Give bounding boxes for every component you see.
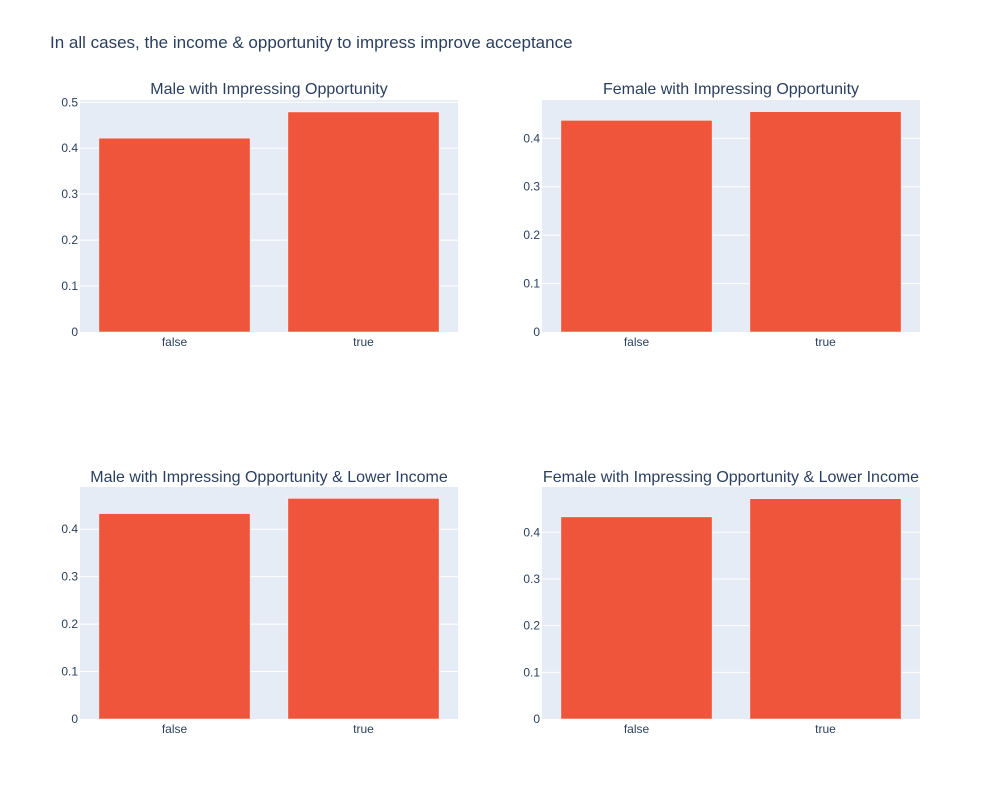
y-tick-label: 0.3 <box>523 180 540 194</box>
bar-true[interactable] <box>749 498 902 720</box>
subplot-4: 0 0.1 0.2 0.3 0.4 false true Female with Impres… <box>523 469 920 736</box>
bar-true[interactable] <box>749 111 902 333</box>
x-tick-label: false <box>624 335 650 349</box>
y-tick-label: 0.4 <box>61 522 78 536</box>
bar-false[interactable] <box>98 513 251 720</box>
x-tick-label: true <box>815 722 836 736</box>
y-tick-label: 0.5 <box>61 95 78 109</box>
y-tick-label: 0.1 <box>61 279 78 293</box>
x-tick-label: true <box>353 335 374 349</box>
y-tick-label: 0.3 <box>61 187 78 201</box>
x-tick-label: false <box>162 722 188 736</box>
subplot-title: Male with Impressing Opportunity <box>150 81 387 98</box>
subplot-title: Male with Impressing Opportunity & Lower… <box>90 469 448 486</box>
subplot-title: Female with Impressing Opportunity <box>603 81 859 98</box>
y-tick-label: 0.3 <box>61 570 78 584</box>
bar-false[interactable] <box>560 516 713 720</box>
y-tick-label: 0.4 <box>523 525 540 539</box>
bar-true[interactable] <box>287 498 440 720</box>
y-tick-label: 0.1 <box>61 665 78 679</box>
y-tick-label: 0.2 <box>61 617 78 631</box>
y-tick-label: 0.2 <box>523 228 540 242</box>
y-tick-label: 0 <box>71 325 78 339</box>
subplot-2: 0 0.1 0.2 0.3 0.4 false true Female with Impres… <box>523 81 920 349</box>
subplot-title: Female with Impressing Opportunity & Low… <box>543 469 919 486</box>
y-tick-label: 0.1 <box>523 277 540 291</box>
y-tick-label: 0.2 <box>61 233 78 247</box>
subplot-1: 0 0.1 0.2 0.3 0.4 0.5 false true Male with Impre… <box>61 81 458 349</box>
y-tick-label: 0.2 <box>523 619 540 633</box>
bar-true[interactable] <box>287 111 440 333</box>
x-tick-label: false <box>162 335 188 349</box>
y-tick-label: 0.4 <box>61 141 78 155</box>
bar-false[interactable] <box>560 120 713 333</box>
y-tick-label: 0 <box>71 712 78 726</box>
y-tick-label: 0 <box>533 712 540 726</box>
x-tick-label: true <box>353 722 374 736</box>
subplot-3: 0 0.1 0.2 0.3 0.4 false true Male with Impressi… <box>61 469 458 736</box>
y-tick-label: 0 <box>533 325 540 339</box>
y-tick-label: 0.1 <box>523 665 540 679</box>
y-tick-label: 0.4 <box>523 131 540 145</box>
bar-false[interactable] <box>98 137 251 333</box>
page-title: In all cases, the income & opportunity t… <box>50 33 573 52</box>
y-tick-label: 0.3 <box>523 572 540 586</box>
x-tick-label: false <box>624 722 650 736</box>
x-tick-label: true <box>815 335 836 349</box>
